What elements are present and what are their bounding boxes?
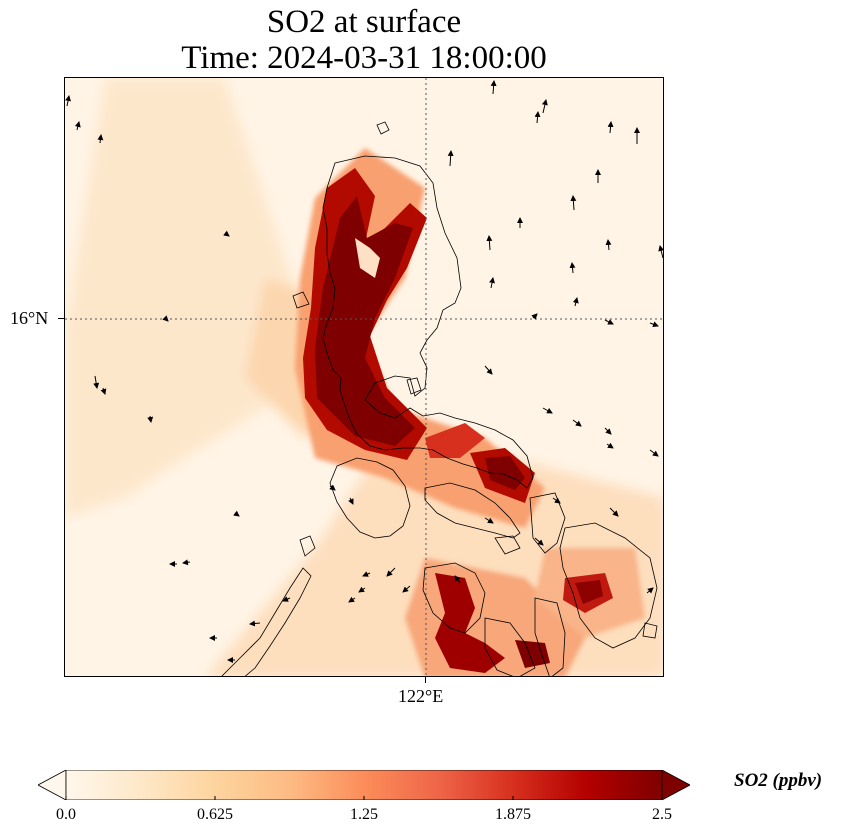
negros-coast xyxy=(484,617,536,676)
cebu-coast xyxy=(534,597,566,676)
colorbar-tick-label: 0.0 xyxy=(56,806,76,823)
island-coast-5 xyxy=(292,291,310,309)
map-panel xyxy=(64,77,664,677)
lon-tick-label: 122°E xyxy=(398,686,444,706)
island-coast-7 xyxy=(494,535,521,555)
so2-field-high xyxy=(303,168,613,673)
colorbar-title: SO2 (ppbv) xyxy=(734,770,823,791)
wind-vectors xyxy=(65,80,663,663)
lat-tick-mark xyxy=(58,318,64,319)
mindoro-coast xyxy=(329,457,411,539)
panay-coast xyxy=(422,562,486,634)
island-coast-3 xyxy=(299,535,316,557)
island-coast-2 xyxy=(529,492,566,554)
colorbar xyxy=(38,770,690,800)
colorbar-extend-min xyxy=(38,770,67,800)
map-title-line2: Time: 2024-03-31 18:00:00 xyxy=(181,40,547,76)
luzon-coast xyxy=(322,155,534,489)
island-coast-8 xyxy=(642,622,658,639)
island-coast-4 xyxy=(376,121,390,135)
so2-map xyxy=(65,78,663,676)
island-coast-6 xyxy=(406,377,422,395)
colorbar-gradient xyxy=(65,770,663,800)
lon-tick-mark xyxy=(425,677,426,683)
map-title-line1: SO2 at surface xyxy=(266,4,462,40)
coastlines xyxy=(221,121,658,676)
lat-tick-label: 16°N xyxy=(10,308,49,328)
colorbar-tick-label: 1.875 xyxy=(495,806,531,823)
colorbar-tick-label: 1.25 xyxy=(350,806,378,823)
island-coast-1 xyxy=(424,482,521,539)
colorbar-extend-max xyxy=(661,770,690,800)
colorbar-tick-label: 0.625 xyxy=(197,806,233,823)
colorbar-tick-label: 2.5 xyxy=(652,806,672,823)
samar-leyte-coast xyxy=(559,522,658,649)
palawan-coast xyxy=(221,567,312,676)
